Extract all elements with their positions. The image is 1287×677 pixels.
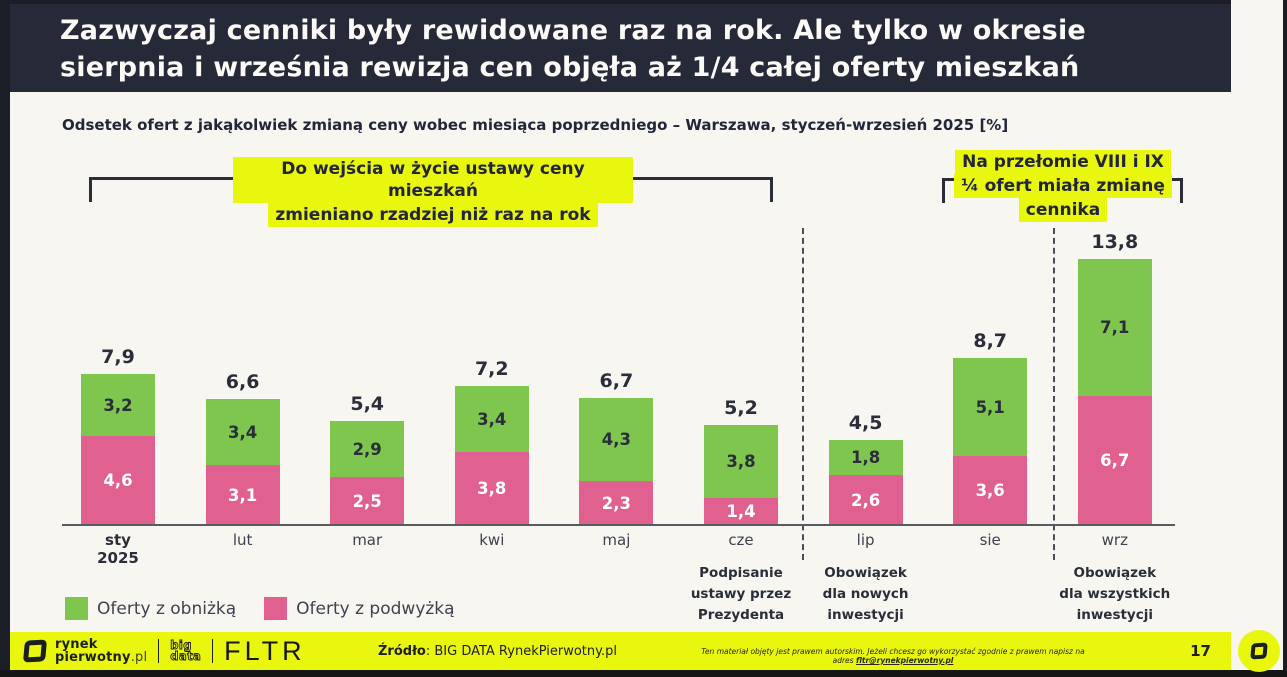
- bar-segment-decrease: 3,2: [81, 374, 155, 436]
- bigdata-logo: big data: [170, 638, 202, 663]
- bar-segment-increase: 2,3: [579, 481, 654, 525]
- bar-total-label: 4,5: [848, 412, 883, 434]
- bar-segment-increase: 3,6: [953, 456, 1028, 525]
- rynekpierwotny-logo-icon: [22, 639, 48, 663]
- rynekpierwotny-logo-icon: [1250, 642, 1268, 660]
- logo-data: data: [170, 649, 202, 663]
- footer-bar: rynek pierwotny.pl big data FLTR Źródło:…: [10, 632, 1231, 670]
- x-axis-label: lut: [232, 531, 253, 549]
- footer-logos: rynek pierwotny.pl big data FLTR: [22, 635, 306, 667]
- disclaimer-text: Ten materiał objęty jest prawem autorski…: [701, 647, 1085, 665]
- bar-total-label: 5,4: [350, 393, 385, 415]
- bar-total-label: 8,7: [973, 330, 1008, 352]
- left-annotation: Do wejścia w życie ustawy ceny mieszkań …: [233, 157, 633, 227]
- logo-big: big: [170, 638, 192, 652]
- bottom-edge-strip: [0, 670, 1287, 677]
- x-axis-label: cze: [728, 531, 754, 549]
- bar-total-label: 6,7: [599, 370, 634, 392]
- logo-pl-suffix: .pl: [130, 650, 148, 665]
- source-label: Źródło: [378, 644, 426, 659]
- left-annotation-line1: Do wejścia w życie ustawy ceny mieszkań: [233, 157, 633, 203]
- x-axis-label: sie: [979, 531, 1001, 549]
- milestone-note: Obowiązek dla nowych inwestycji: [822, 565, 909, 623]
- copyright-disclaimer: Ten materiał objęty jest prawem autorski…: [698, 647, 1088, 665]
- legend-label-decrease: Oferty z obniżką: [97, 598, 237, 619]
- chart-legend: Oferty z obniżką Oferty z podwyżką: [65, 597, 483, 620]
- source-note: Źródło: BIG DATA RynekPierwotny.pl: [378, 644, 617, 659]
- milestone-note: Podpisanie ustawy przez Prezydenta: [690, 565, 792, 623]
- x-axis-label: maj: [602, 531, 631, 549]
- bar-segment-decrease: 3,8: [704, 425, 778, 498]
- bar-total-label: 7,9: [101, 346, 135, 368]
- bar-segment-decrease: 3,4: [454, 386, 529, 452]
- right-annotation-line1: Na przełomie VIII i IX: [955, 150, 1171, 174]
- bar-segment-increase: 2,5: [330, 477, 405, 525]
- x-axis-label: sty 2025: [63, 531, 173, 567]
- bar-segment-increase: 4,6: [81, 436, 155, 525]
- bar-total-label: 13,8: [1091, 231, 1139, 253]
- bar-segment-increase: 3,1: [205, 465, 280, 525]
- x-axis-year-label: 2025: [97, 549, 139, 567]
- bar-segment-decrease: 5,1: [953, 358, 1028, 456]
- bar-segment-increase: 3,8: [454, 452, 529, 525]
- logo-rynek: rynek: [55, 637, 98, 652]
- separator-dashed-line-2: [1053, 228, 1055, 560]
- legend-label-increase: Oferty z podwyżką: [296, 598, 455, 619]
- bar-segment-decrease: 3,4: [205, 399, 280, 465]
- x-axis-line: [62, 524, 1175, 526]
- bar-segment-increase: 1,4: [704, 498, 778, 525]
- x-axis-label: kwi: [479, 531, 505, 549]
- legend-swatch-decrease: [65, 597, 88, 620]
- separator-dashed-line-1: [802, 228, 804, 560]
- footer-divider-1: [158, 639, 160, 663]
- right-annotation: Na przełomie VIII i IX ¼ ofert miała zmi…: [923, 150, 1203, 222]
- right-edge-strip: [1283, 0, 1287, 677]
- disclaimer-email-link[interactable]: fltr@rynekpierwotny.pl: [855, 656, 954, 665]
- bar-segment-increase: 6,7: [1077, 396, 1152, 525]
- right-annotation-line3: cennika: [1018, 198, 1108, 222]
- right-annotation-line2: ¼ ofert miała zmianę: [954, 174, 1172, 198]
- slide-header: Zazwyczaj cenniki były rewidowane raz na…: [10, 4, 1231, 92]
- x-axis-label: lip: [856, 531, 875, 549]
- slide-title: Zazwyczaj cenniki były rewidowane raz na…: [60, 12, 1086, 86]
- source-value: : BIG DATA RynekPierwotny.pl: [425, 644, 617, 659]
- x-axis-label: mar: [352, 531, 383, 549]
- fltr-logo: FLTR: [224, 635, 306, 666]
- x-axis-label: wrz: [1101, 531, 1128, 549]
- logo-pierwotny: pierwotny: [55, 650, 131, 665]
- bar-segment-decrease: 7,1: [1077, 259, 1152, 396]
- milestone-note: Obowiązek dla wszystkich inwestycji: [1059, 565, 1171, 623]
- bar-segment-increase: 2,6: [828, 475, 903, 525]
- page-number: 17: [1190, 642, 1211, 660]
- left-edge-strip: [0, 0, 10, 677]
- bar-segment-decrease: 2,9: [330, 421, 405, 477]
- corner-logo-button[interactable]: [1238, 630, 1280, 672]
- bar-segment-decrease: 1,8: [828, 440, 903, 475]
- legend-swatch-increase: [264, 597, 288, 620]
- slide-title-line1: Zazwyczaj cenniki były rewidowane raz na…: [60, 15, 1086, 46]
- top-edge-strip: [0, 0, 1231, 4]
- bar-segment-decrease: 4,3: [579, 398, 654, 481]
- left-annotation-line2: zmieniano rzadziej niż raz na rok: [268, 203, 598, 227]
- footer-divider-2: [212, 639, 214, 663]
- rynekpierwotny-logo-text: rynek pierwotny.pl: [55, 638, 147, 664]
- chart-subtitle: Odsetek ofert z jakąkolwiek zmianą ceny …: [62, 116, 1009, 134]
- bar-total-label: 6,6: [225, 371, 260, 393]
- slide-title-line2: sierpnia i września rewizja cen objęła a…: [60, 52, 1080, 83]
- bar-total-label: 5,2: [724, 397, 758, 419]
- bar-total-label: 7,2: [474, 358, 509, 380]
